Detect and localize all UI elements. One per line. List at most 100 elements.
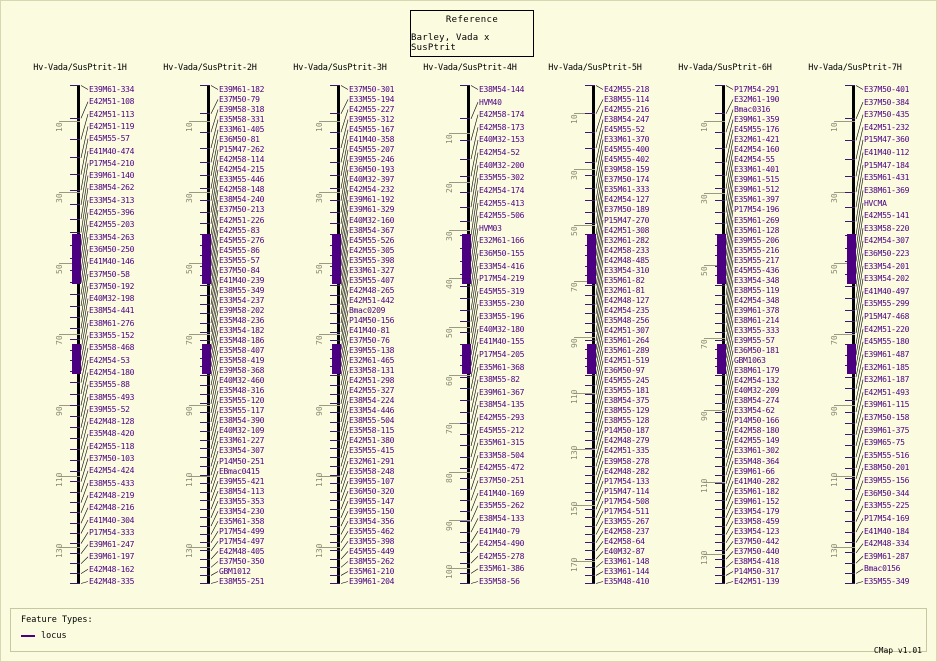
locus-label[interactable]: E39M55-206: [734, 235, 780, 245]
locus-label[interactable]: E40M32-198: [89, 294, 135, 304]
locus-label[interactable]: E42M54-180: [89, 367, 135, 377]
locus-tick[interactable]: [200, 332, 210, 333]
locus-label[interactable]: E33M55-353: [219, 496, 265, 506]
locus-label[interactable]: E45M55-212: [479, 425, 525, 435]
locus-tick[interactable]: [460, 321, 470, 322]
locus-tick[interactable]: [200, 475, 210, 476]
locus-label[interactable]: P17M54-508: [604, 496, 650, 506]
locus-tick[interactable]: [715, 457, 725, 458]
locus-label[interactable]: E35M55-302: [479, 173, 525, 183]
locus-label[interactable]: E42M55-149: [734, 436, 780, 446]
locus-label[interactable]: P17M54-291: [734, 85, 780, 94]
locus-label[interactable]: E42M51-232: [864, 122, 910, 132]
locus-tick[interactable]: [585, 304, 595, 305]
locus-tick[interactable]: [845, 286, 855, 287]
locus-label[interactable]: E33M54-307: [219, 446, 265, 456]
locus-label[interactable]: E33M61-227: [219, 436, 265, 446]
locus-tick[interactable]: [585, 385, 595, 386]
locus-label[interactable]: E45M55-180: [864, 337, 910, 347]
locus-cluster-block[interactable]: [202, 234, 211, 285]
locus-label[interactable]: P17M54-219: [479, 274, 525, 284]
locus-label[interactable]: E35M48-256: [604, 315, 650, 325]
locus-tick[interactable]: [70, 306, 80, 307]
locus-label[interactable]: E33M58-220: [864, 223, 910, 233]
locus-label[interactable]: E35M55-462: [349, 526, 395, 536]
locus-tick[interactable]: [585, 440, 595, 441]
locus-tick[interactable]: [585, 542, 595, 543]
locus-label[interactable]: E42M58-148: [219, 185, 265, 195]
locus-tick[interactable]: [460, 400, 470, 401]
locus-label[interactable]: E32M61-190: [734, 95, 780, 105]
locus-tick[interactable]: [330, 223, 340, 224]
locus-label[interactable]: P17M54-333: [89, 527, 135, 537]
locus-tick[interactable]: [200, 492, 210, 493]
locus-tick[interactable]: [200, 422, 210, 423]
locus-label[interactable]: E42M48-405: [219, 546, 265, 556]
locus-label[interactable]: E37M50-192: [89, 281, 135, 291]
locus-tick[interactable]: [585, 132, 595, 133]
locus-tick[interactable]: [330, 550, 340, 551]
locus-tick[interactable]: [845, 207, 855, 208]
locus-tick[interactable]: [70, 512, 80, 513]
locus-label[interactable]: EBmac0415: [219, 466, 260, 476]
locus-tick[interactable]: [330, 285, 340, 286]
locus-tick[interactable]: [585, 492, 595, 493]
locus-label[interactable]: E32M61-187: [864, 375, 910, 385]
locus-label[interactable]: Bmac0316: [734, 105, 771, 115]
locus-tick[interactable]: [200, 412, 210, 413]
locus-label[interactable]: E40M32-160: [349, 215, 395, 225]
locus-tick[interactable]: [70, 481, 80, 482]
locus-tick[interactable]: [715, 148, 725, 149]
locus-cluster-block[interactable]: [332, 343, 341, 374]
locus-label[interactable]: E35M55-262: [479, 501, 525, 511]
locus-label[interactable]: E39M61-152: [734, 496, 780, 506]
locus-label[interactable]: E37M50-401: [864, 85, 910, 94]
locus-label[interactable]: E40M32-209: [734, 386, 780, 396]
chromosome-map-5[interactable]: Hv-Vada/SusPtrit-5H 10 30 50 70 90 110 130 150 17…: [530, 63, 660, 603]
locus-label[interactable]: E42M54-307: [864, 236, 910, 246]
locus-tick[interactable]: [330, 304, 340, 305]
locus-label[interactable]: E45M55-319: [479, 286, 525, 296]
locus-label[interactable]: E35M58-248: [349, 466, 395, 476]
locus-label[interactable]: E42M48-282: [604, 466, 650, 476]
locus-tick[interactable]: [585, 448, 595, 449]
locus-tick[interactable]: [715, 85, 725, 86]
locus-label[interactable]: E38M55-119: [734, 285, 780, 295]
locus-tick[interactable]: [200, 132, 210, 133]
locus-tick[interactable]: [460, 377, 470, 378]
locus-label[interactable]: E32M61-291: [349, 456, 395, 466]
locus-label[interactable]: E38M50-201: [864, 463, 910, 473]
locus-tick[interactable]: [715, 313, 725, 314]
locus-label[interactable]: E42M55-305: [349, 245, 395, 255]
locus-label[interactable]: E39M55-107: [349, 476, 395, 486]
locus-label[interactable]: E39M61-192: [349, 195, 395, 205]
locus-label[interactable]: E45M55-245: [604, 376, 650, 386]
locus-tick[interactable]: [460, 388, 470, 389]
locus-label[interactable]: P15M47-270: [604, 215, 650, 225]
locus-tick[interactable]: [585, 550, 595, 551]
locus-label[interactable]: E33M54-356: [349, 516, 395, 526]
locus-tick[interactable]: [200, 162, 210, 163]
locus-label[interactable]: E42M51-220: [864, 324, 910, 334]
locus-label[interactable]: E41M40-155: [479, 337, 525, 347]
locus-tick[interactable]: [200, 200, 210, 201]
locus-label[interactable]: E45M55-207: [349, 145, 395, 155]
locus-label[interactable]: P17M54-499: [219, 526, 265, 536]
locus-tick[interactable]: [330, 583, 340, 584]
locus-label[interactable]: HVM40: [479, 97, 502, 107]
locus-label[interactable]: E38M55-251: [219, 577, 265, 586]
locus-tick[interactable]: [715, 475, 725, 476]
locus-label[interactable]: E42M54-215: [219, 165, 265, 175]
locus-label[interactable]: E37M50-84: [219, 265, 260, 275]
locus-label[interactable]: E42M54-53: [89, 355, 130, 365]
locus-label[interactable]: E38M55-129: [604, 406, 650, 416]
locus-tick[interactable]: [330, 313, 340, 314]
locus-label[interactable]: E35M58-56: [479, 577, 520, 586]
locus-cluster-block[interactable]: [462, 234, 471, 285]
locus-tick[interactable]: [330, 394, 340, 395]
locus-tick[interactable]: [585, 431, 595, 432]
locus-label[interactable]: E40M32-180: [479, 324, 525, 334]
chromosome-map-2[interactable]: Hv-Vada/SusPtrit-2H 10 30 50 70 90 110 130 E39M6…: [145, 63, 275, 603]
locus-label[interactable]: E35M48-316: [219, 386, 265, 396]
locus-tick[interactable]: [330, 483, 340, 484]
